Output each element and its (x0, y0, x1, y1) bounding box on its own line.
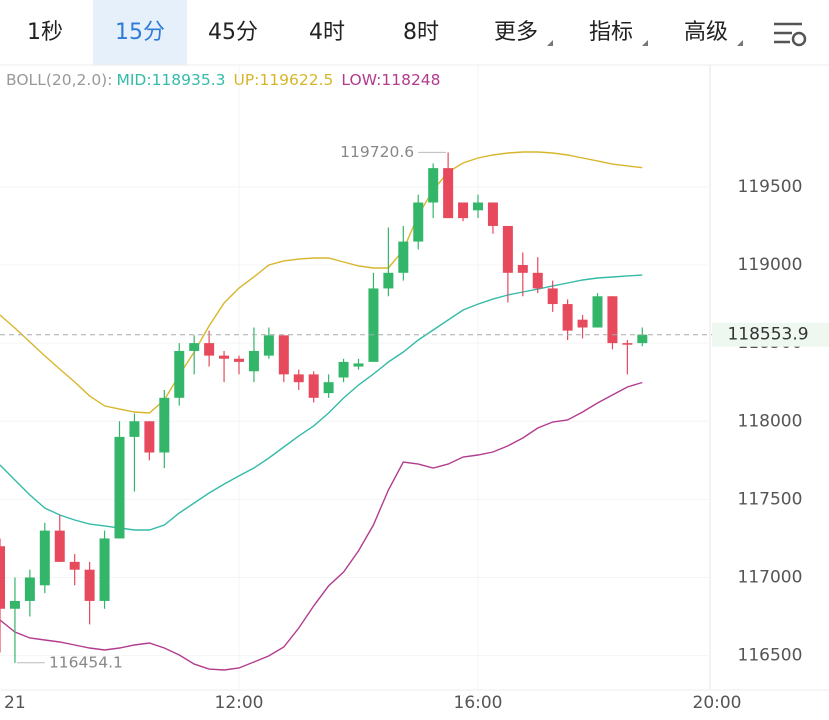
candle-body (458, 202, 469, 219)
legend-value: 118935.3 (152, 71, 226, 89)
legend-value: 118248 (381, 71, 440, 89)
y-tick-label: 117000 (738, 568, 803, 588)
candle-body (413, 202, 424, 242)
band-line (0, 381, 643, 671)
candle-body (637, 334, 648, 344)
candle-body (54, 530, 65, 562)
y-tick-label: 119000 (738, 255, 803, 275)
indicator-legend: BOLL(20,2.0): MID:118935.3 UP:119622.5 LOW:… (6, 71, 441, 89)
tab-dropdown-arrow (547, 40, 553, 46)
plot: 1165001170001175001180001185001190001195… (0, 65, 829, 713)
tab[interactable]: 8时 (403, 20, 439, 45)
candle-body (219, 355, 230, 359)
candle-body (502, 225, 513, 273)
candle-body (592, 296, 603, 328)
candle-body (368, 288, 379, 362)
candle-body (308, 374, 319, 398)
tab[interactable]: 高级 (684, 20, 728, 45)
last-price-label: 118553.9 (727, 325, 808, 345)
candle-body (353, 363, 364, 367)
y-tick-label: 119500 (738, 177, 803, 197)
candle-body (278, 335, 289, 375)
candle-body (517, 265, 528, 273)
legend-value: 119622.5 (259, 71, 333, 89)
candle-body (39, 530, 50, 586)
candle-body (248, 350, 259, 372)
candle-body (69, 561, 80, 570)
candle-body (9, 600, 20, 609)
candle-body (114, 436, 125, 539)
candle-body (129, 421, 140, 437)
tab-dropdown-arrow (737, 40, 743, 46)
candle-body (144, 421, 155, 453)
tab[interactable]: 指标 (589, 20, 633, 45)
candle-body (0, 546, 5, 609)
candle-body (159, 397, 170, 453)
indicator-name: BOLL(20,2.0): (6, 71, 112, 89)
y-tick-label: 117500 (738, 489, 803, 509)
candle-body (622, 343, 633, 345)
candle-body (174, 350, 185, 398)
y-tick-label: 116500 (738, 646, 803, 666)
candle-body (547, 288, 558, 305)
legend-name: LOW: (341, 71, 381, 89)
max-label: 119720.6 (340, 143, 414, 161)
x-tick-label: 16:00 (454, 693, 503, 713)
candle-body (263, 335, 274, 356)
candle-body (234, 358, 244, 362)
candle-body (428, 168, 439, 203)
tab-selected-bg (93, 0, 187, 65)
band-line (0, 151, 643, 414)
candle-body (383, 272, 394, 289)
tab[interactable]: 15分 (115, 20, 165, 45)
candle-body (189, 343, 200, 351)
x-tick-label: 21 (4, 693, 26, 713)
candle-body (398, 241, 409, 273)
x-tick-label: 12:00 (215, 693, 264, 713)
candle-body (338, 361, 349, 378)
candle-body (323, 382, 334, 394)
legend-name: UP: (234, 71, 260, 89)
candle-body (99, 538, 110, 601)
band-line (0, 274, 643, 531)
tab[interactable]: 4时 (309, 20, 345, 45)
settings-icon[interactable] (774, 22, 807, 47)
tab[interactable]: 45分 (208, 20, 258, 45)
tab[interactable]: 更多 (494, 20, 538, 45)
candle-body (607, 296, 618, 344)
candle-body (562, 304, 573, 331)
candle-body (84, 569, 95, 601)
candle-body (204, 343, 215, 356)
candle-body (473, 202, 483, 211)
candle-body (577, 319, 588, 328)
legend-name: MID: (116, 71, 151, 89)
candle-body (487, 202, 498, 226)
min-label: 116454.1 (49, 653, 123, 671)
candle-body (443, 168, 454, 219)
y-tick-label: 118000 (738, 411, 803, 431)
last-price-box (712, 322, 829, 347)
tab-dropdown-arrow (642, 40, 648, 46)
tab[interactable]: 1秒 (27, 20, 63, 45)
candle-body (532, 272, 543, 289)
candle-body (293, 374, 304, 383)
x-tick-label: 20:00 (693, 693, 742, 713)
candle-body (24, 577, 35, 601)
tab-bar: 1秒 15分 45分 4时 8时 更多 指标 高级 (27, 0, 743, 65)
